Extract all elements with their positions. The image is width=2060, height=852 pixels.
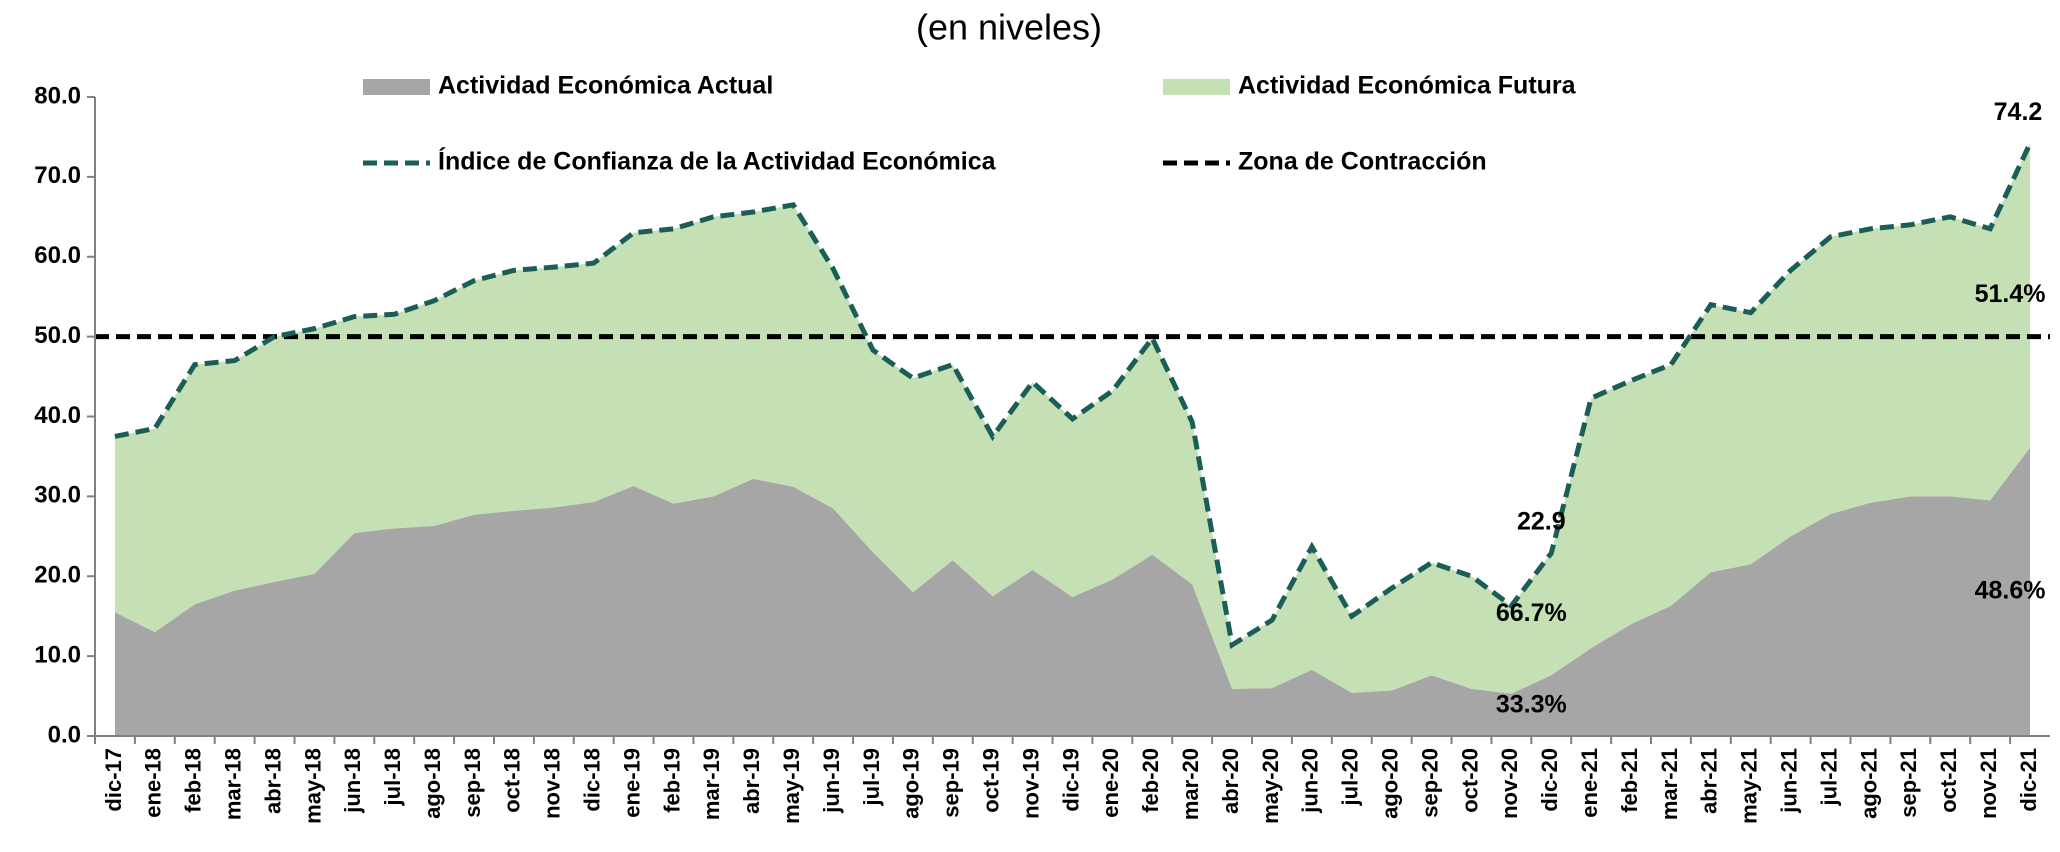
x-tick-label: dic-17: [101, 748, 126, 812]
x-tick-label: sep-21: [1896, 748, 1921, 818]
share-label: 51.4%: [1975, 280, 2046, 308]
y-tick-label: 50.0: [34, 322, 81, 349]
x-tick-label: ago-19: [899, 748, 924, 819]
x-tick-label: abr-20: [1218, 748, 1243, 814]
legend-swatch: [363, 79, 430, 95]
y-tick-label: 60.0: [34, 242, 81, 269]
x-tick-label: dic-20: [1537, 748, 1562, 812]
x-tick-label: feb-18: [181, 748, 206, 813]
x-tick-label: jul-21: [1816, 748, 1841, 806]
y-tick-label: 30.0: [34, 482, 81, 509]
data-label: 74.2: [1994, 98, 2043, 126]
y-tick-label: 10.0: [34, 641, 81, 668]
x-tick-label: jul-19: [859, 748, 884, 806]
x-tick-label: dic-21: [2016, 748, 2041, 812]
x-tick-label: oct-21: [1936, 748, 1961, 813]
x-tick-label: jun-19: [819, 748, 844, 814]
legend-label: Índice de Confianza de la Actividad Econ…: [438, 147, 997, 176]
legend-label: Actividad Económica Actual: [438, 72, 773, 100]
x-tick-label: may-20: [1258, 748, 1283, 824]
x-tick-label: dic-18: [580, 748, 605, 812]
legend-label: Actividad Económica Futura: [1238, 72, 1577, 100]
x-tick-label: ago-21: [1856, 748, 1881, 819]
x-tick-label: ene-20: [1098, 748, 1123, 818]
x-tick-label: ago-20: [1377, 748, 1402, 819]
y-tick-label: 40.0: [34, 402, 81, 429]
x-tick-label: feb-21: [1617, 748, 1642, 813]
x-tick-label: ene-21: [1577, 748, 1602, 818]
x-tick-label: abr-18: [260, 748, 285, 814]
share-label: 66.7%: [1496, 599, 1567, 627]
x-tick-label: oct-20: [1457, 748, 1482, 813]
x-tick-label: oct-18: [500, 748, 525, 813]
area: [114, 447, 2031, 736]
x-tick-label: ene-18: [141, 748, 166, 818]
x-tick-label: oct-19: [979, 748, 1004, 813]
x-tick-label: may-21: [1737, 748, 1762, 824]
x-tick-label: abr-21: [1697, 748, 1722, 814]
x-tick-label: feb-19: [659, 748, 684, 813]
y-tick-label: 80.0: [34, 82, 81, 109]
x-tick-label: nov-20: [1497, 748, 1522, 819]
chart-subtitle: (en niveles): [916, 7, 1102, 48]
x-tick-label: jun-21: [1776, 748, 1801, 814]
legend-label: Zona de Contracción: [1238, 148, 1487, 176]
x-tick-label: sep-19: [939, 748, 964, 818]
share-label: 33.3%: [1496, 690, 1567, 718]
data-label: 22.9: [1517, 508, 1566, 536]
x-tick-label: jul-20: [1338, 748, 1363, 806]
x-tick-label: nov-19: [1018, 748, 1043, 819]
x-tick-label: jul-18: [380, 748, 405, 806]
x-tick-label: may-19: [779, 748, 804, 824]
x-tick-label: sep-18: [460, 748, 485, 818]
x-tick-label: nov-18: [540, 748, 565, 819]
share-label: 48.6%: [1975, 576, 2046, 604]
x-tick-label: jun-20: [1298, 748, 1323, 814]
y-tick-label: 70.0: [34, 162, 81, 189]
x-tick-label: mar-20: [1178, 748, 1203, 820]
y-tick-label: 20.0: [34, 562, 81, 589]
x-tick-label: sep-20: [1417, 748, 1442, 818]
x-tick-label: jun-18: [340, 748, 365, 814]
x-tick-label: dic-19: [1058, 748, 1083, 812]
x-tick-label: mar-19: [699, 748, 724, 820]
x-tick-label: feb-20: [1138, 748, 1163, 813]
line: [114, 142, 2033, 650]
x-tick-label: may-18: [300, 748, 325, 824]
y-tick-label: 0.0: [48, 721, 81, 748]
x-tick-label: mar-21: [1657, 748, 1682, 820]
x-tick-label: mar-18: [220, 748, 245, 820]
legend-swatch: [1163, 79, 1230, 95]
x-tick-label: ago-18: [420, 748, 445, 819]
x-tick-label: ene-19: [619, 748, 644, 818]
x-tick-label: nov-21: [1976, 748, 2001, 819]
x-tick-label: abr-19: [739, 748, 764, 814]
